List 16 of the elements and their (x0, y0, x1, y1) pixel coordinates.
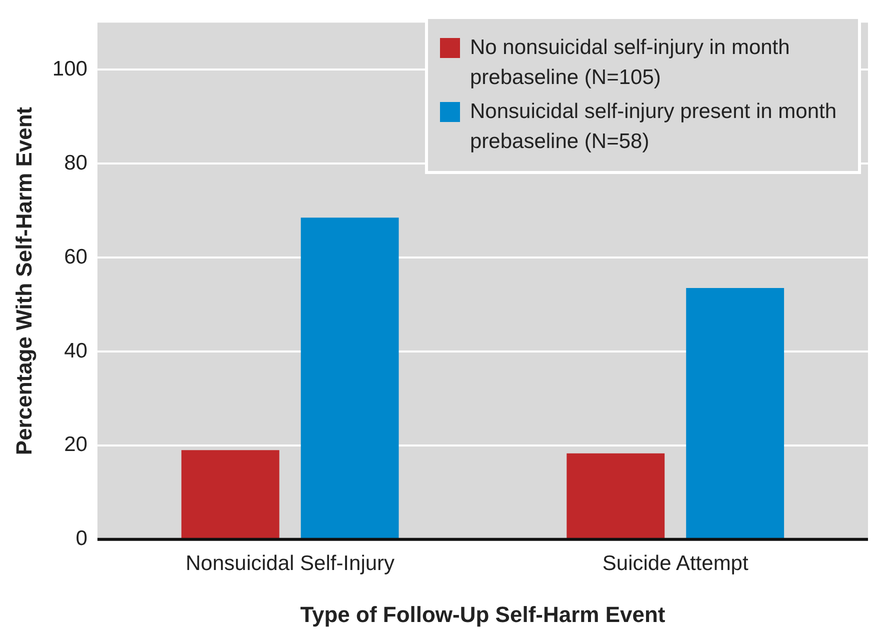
x-tick-label: Nonsuicidal Self-Injury (186, 552, 396, 575)
legend-label: Nonsuicidal self-injury present in month prebaseline (N=58) (470, 99, 838, 155)
bar (181, 450, 280, 538)
y-tick-label: 20 (64, 433, 88, 456)
bar (686, 288, 784, 538)
y-tick-label: 80 (64, 151, 88, 174)
bar (566, 453, 665, 538)
y-axis-title: Percentage With Self-Harm Event (11, 106, 36, 456)
y-tick-label: 60 (64, 245, 88, 268)
bar (300, 218, 399, 538)
x-axis-title: Type of Follow-Up Self-Harm Event (300, 602, 666, 627)
y-tick-label: 100 (52, 57, 88, 80)
x-tick-label: Suicide Attempt (602, 552, 748, 575)
y-tick-label: 40 (64, 339, 88, 362)
legend-label: No nonsuicidal self-injury in month prebaseline (N=105) (470, 35, 791, 91)
y-tick-label: 0 (76, 527, 88, 550)
